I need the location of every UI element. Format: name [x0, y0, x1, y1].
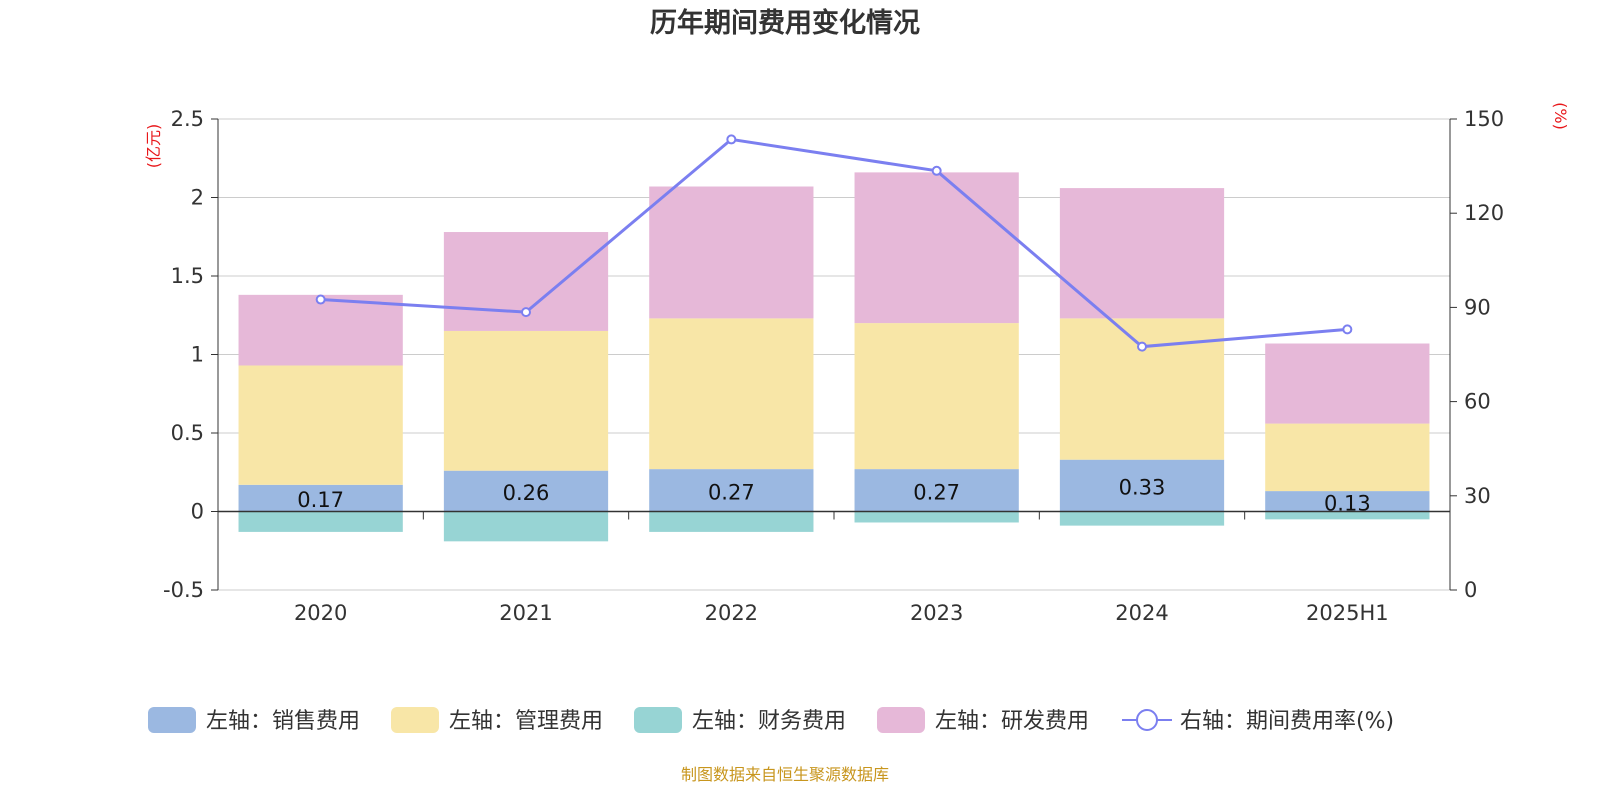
- left-tick-label: -0.5: [163, 578, 204, 602]
- left-tick-label: 2.5: [171, 107, 204, 131]
- bar-segment: [1265, 343, 1430, 424]
- legend-label: 左轴：财务费用: [692, 709, 846, 734]
- x-tick-label: 2025H1: [1306, 601, 1389, 625]
- bar-segment: [649, 469, 814, 512]
- rate-point: [726, 134, 737, 145]
- legend-swatch: [877, 707, 925, 733]
- bar-segment: [649, 186, 814, 319]
- legend-label: 左轴：研发费用: [935, 709, 1089, 734]
- right-tick-label: 0: [1464, 578, 1477, 602]
- bar-segment: [1059, 318, 1225, 460]
- bar-segment: [1059, 188, 1225, 319]
- left-tick-label: 1.5: [171, 264, 204, 288]
- data-label: 0.27: [708, 480, 755, 504]
- x-tick-label: 2021: [499, 601, 552, 625]
- legend-label: 左轴：管理费用: [449, 709, 603, 734]
- rate-point: [1342, 324, 1353, 335]
- bar-segment: [854, 511, 1019, 523]
- bar-segment: [854, 469, 1019, 512]
- left-tick-label: 0.5: [171, 421, 204, 445]
- right-axis-unit: (%): [1551, 102, 1570, 130]
- rate-point: [1137, 341, 1147, 352]
- bar-segment: [238, 294, 403, 366]
- legend: 左轴：销售费用 左轴：管理费用 左轴：财务费用 左轴：研发费用 右轴：期间费用率(%): [148, 707, 1394, 734]
- data-label: 0.26: [503, 481, 550, 505]
- bars: [238, 172, 1430, 542]
- rate-point: [931, 165, 942, 176]
- bar-segment: [1265, 511, 1430, 520]
- axes: -0.5 0 0.5 1 1.5 2 2.5 0 30 60 90 120 150 2020 2021 202…: [163, 107, 1504, 625]
- left-tick-label: 1: [191, 343, 204, 367]
- bar-segment: [443, 470, 609, 512]
- bar-segment: [854, 323, 1019, 470]
- bar-segment: [1265, 423, 1430, 492]
- bar-segment: [649, 511, 814, 532]
- right-tick-label: 60: [1464, 390, 1491, 414]
- legend-circle-icon: [1136, 709, 1158, 731]
- right-tick-label: 90: [1464, 295, 1491, 319]
- rate-point: [315, 294, 326, 305]
- legend-label: 右轴：期间费用率(%): [1180, 709, 1394, 734]
- left-tick-label: 2: [191, 186, 204, 210]
- legend-swatch: [148, 707, 196, 733]
- x-tick-label: 2022: [705, 601, 758, 625]
- bar-segment: [1059, 511, 1225, 526]
- bar-segment: [238, 511, 403, 532]
- bar-segment: [649, 318, 814, 470]
- legend-label: 左轴：销售费用: [206, 709, 360, 734]
- chart-title: 历年期间费用变化情况: [650, 7, 920, 39]
- rate-line-path: [320, 137, 1348, 349]
- bar-segment: [443, 511, 609, 542]
- right-tick-label: 120: [1464, 201, 1504, 225]
- bar-segment: [1265, 491, 1430, 512]
- rate-point: [521, 307, 531, 318]
- bar-segment: [1059, 459, 1225, 512]
- rate-line: [315, 134, 1353, 352]
- left-axis-unit: (亿元): [144, 124, 163, 169]
- right-tick-label: 150: [1464, 107, 1504, 131]
- data-label: 0.13: [1324, 491, 1371, 515]
- data-label: 0.17: [297, 488, 344, 512]
- legend-swatch: [391, 707, 439, 733]
- x-tick-label: 2023: [910, 601, 963, 625]
- data-labels: 0.17 0.26 0.27 0.27 0.33 0.13: [297, 476, 1370, 516]
- x-tick-label: 2020: [294, 601, 347, 625]
- right-tick-label: 30: [1464, 484, 1491, 508]
- x-tick-label: 2024: [1115, 601, 1168, 625]
- bar-segment: [854, 172, 1019, 324]
- legend-swatch: [634, 707, 682, 733]
- data-label: 0.27: [913, 480, 960, 504]
- data-label: 0.33: [1119, 476, 1166, 500]
- bar-segment: [238, 484, 403, 512]
- source-note: 制图数据来自恒生聚源数据库: [681, 765, 889, 784]
- bar-segment: [443, 330, 609, 471]
- bar-segment: [238, 365, 403, 485]
- left-tick-label: 0: [191, 500, 204, 524]
